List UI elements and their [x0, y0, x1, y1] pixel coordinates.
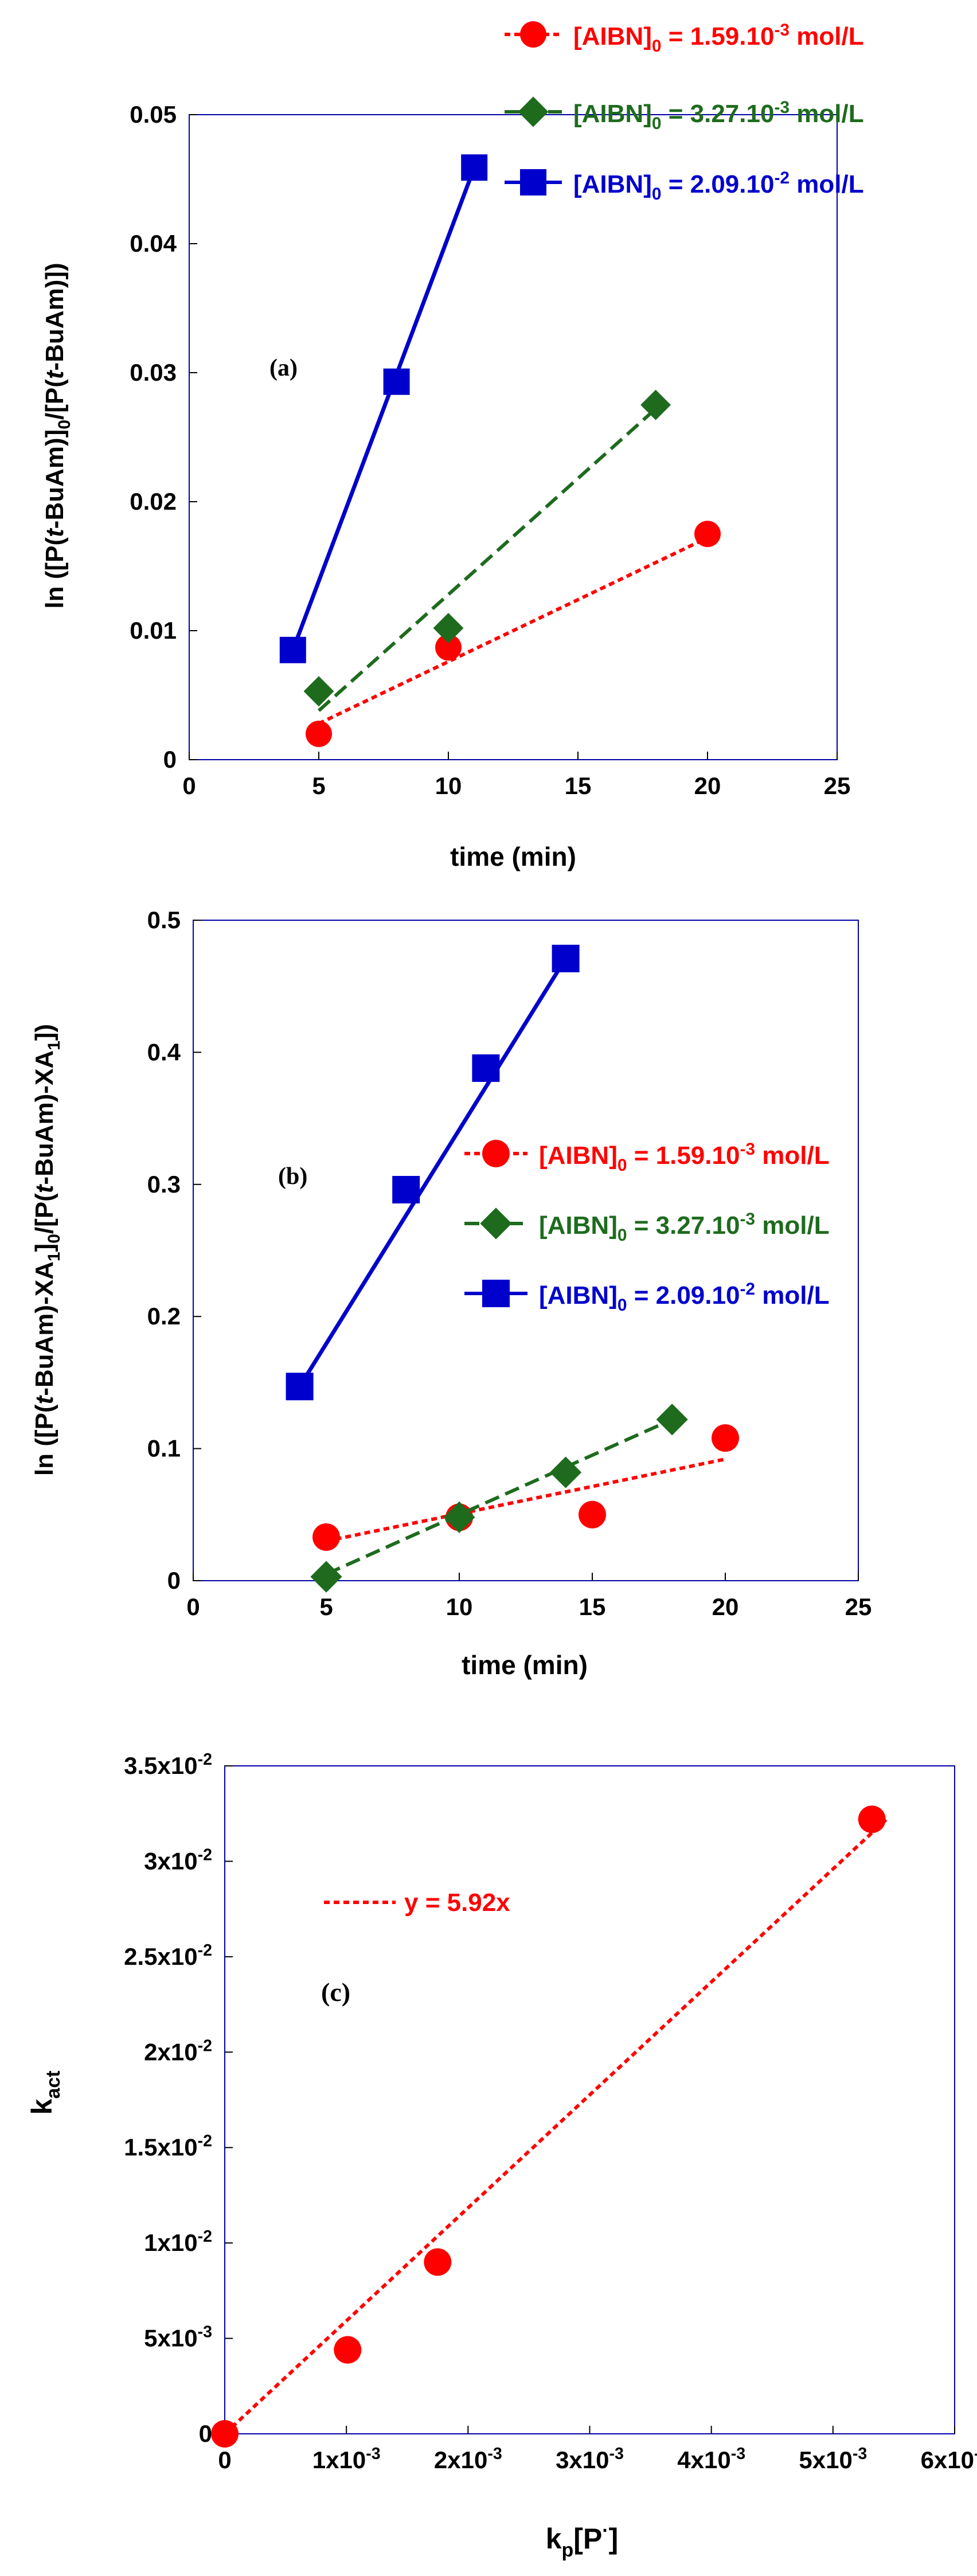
data-point-green-a	[433, 613, 464, 643]
y-tick-label-c: 1.5x10-2	[124, 2132, 212, 2161]
legend-label-blue-b: [AIBN]0 = 2.09.10-2 mol/L	[539, 1280, 830, 1315]
legend-marker-red-a	[520, 21, 546, 48]
data-point-red-b	[312, 1523, 340, 1551]
data-point-blue-b	[552, 944, 580, 972]
legend-marker-red-b	[482, 1140, 510, 1167]
panel-b: 0 5 10 15 20 25 0 0.1 0.2 0.3 0.4 0.5 (b) time (min…	[30, 906, 872, 1680]
x-axis-title-b: time (min)	[462, 1650, 588, 1680]
y-tick-label-c: 5x10-3	[144, 2323, 212, 2352]
y-tick-label-c: 3x10-2	[144, 1846, 212, 1874]
legend-marker-blue-a	[520, 169, 546, 196]
x-axis-title-c: kp[P·]	[546, 2520, 619, 2561]
fit-line-blue-b	[298, 957, 568, 1388]
x-tick-label-a: 5	[312, 772, 325, 799]
y-tick-label-c: 2x10-2	[144, 2036, 212, 2065]
fit-line-red-b	[326, 1457, 726, 1543]
y-tick-label-a: 0.04	[130, 230, 177, 257]
x-tick-label-b: 10	[446, 1593, 473, 1620]
data-point-green-a	[640, 389, 671, 420]
x-tick-label-c: 5x10-3	[799, 2445, 867, 2473]
data-point-red-a	[435, 634, 462, 661]
legend-label-green-b: [AIBN]0 = 3.27.10-3 mol/L	[539, 1210, 830, 1245]
data-point-red-c	[858, 1805, 886, 1834]
data-point-green-b	[550, 1456, 582, 1488]
data-point-red-a	[694, 521, 721, 548]
panel-a: 0 5 10 15 20 25 0 0.01 0.02 0.03 0.04 0.05 (a) time…	[41, 21, 864, 871]
fit-line-green-a	[317, 407, 657, 712]
fit-line-green-b	[325, 1418, 673, 1576]
x-tick-label-b: 0	[186, 1593, 200, 1620]
legend-marker-blue-b	[482, 1280, 510, 1307]
fit-line-blue-a	[291, 167, 476, 651]
x-tick-label-c: 2x10-3	[434, 2445, 502, 2473]
legend-label-red-c: y = 5.92x	[404, 1889, 510, 1917]
data-point-blue-a	[279, 636, 306, 663]
y-tick-label-b: 0.1	[147, 1435, 181, 1462]
panel-c: 0 1x10-3 2x10-3 3x10-3 4x10-3 5x10-3 6x10-3 0 5x…	[26, 1750, 977, 2561]
y-tick-label-b: 0.3	[147, 1171, 181, 1198]
data-point-blue-b	[286, 1373, 314, 1401]
y-tick-label-c: 2.5x10-2	[124, 1941, 212, 1970]
data-point-red-b	[712, 1424, 739, 1452]
fit-line-red-a	[318, 536, 709, 725]
y-tick-label-c: 1x10-2	[144, 2227, 212, 2256]
y-tick-label-b: 0	[167, 1567, 181, 1594]
plot-frame-a	[189, 114, 838, 760]
x-tick-label-a: 25	[824, 772, 851, 799]
x-tick-label-c: 3x10-3	[556, 2445, 624, 2473]
x-tick-label-a: 15	[565, 772, 592, 799]
x-tick-label-a: 10	[435, 772, 462, 799]
data-point-blue-a	[461, 154, 488, 181]
legend-label-green-a: [AIBN]0 = 3.27.10-3 mol/L	[573, 98, 864, 133]
y-axis-title-c: kact	[26, 2071, 64, 2115]
data-point-green-a	[303, 676, 334, 707]
x-tick-label-a: 0	[182, 772, 196, 799]
fit-line-red-c	[223, 1817, 889, 2436]
x-tick-label-c: 0	[218, 2446, 231, 2473]
data-point-blue-a	[383, 368, 410, 395]
x-tick-label-b: 5	[319, 1593, 333, 1620]
data-point-blue-b	[472, 1054, 500, 1082]
y-tick-label-b: 0.5	[147, 906, 181, 933]
y-tick-label-c: 3.5x10-2	[124, 1750, 212, 1779]
data-point-blue-b	[392, 1176, 420, 1204]
y-axis-title-b: ln ([P(t-BuAm)-XA1]0/[P(t-BuAm)-XA1])	[30, 1024, 64, 1476]
data-point-red-c	[211, 2420, 239, 2448]
x-axis-title-a: time (min)	[450, 842, 576, 871]
x-tick-label-b: 15	[579, 1593, 606, 1620]
x-tick-label-c: 6x10-3	[921, 2445, 977, 2473]
x-tick-label-c: 1x10-3	[312, 2445, 381, 2473]
y-tick-label-a: 0.05	[130, 101, 177, 128]
legend-marker-green-b	[480, 1207, 512, 1240]
data-point-green-b	[443, 1501, 475, 1534]
y-tick-label-b: 0.2	[147, 1303, 181, 1330]
y-tick-label-a: 0.01	[130, 617, 177, 644]
data-point-red-a	[306, 721, 332, 747]
legend-label-red-b: [AIBN]0 = 1.59.10-3 mol/L	[539, 1140, 830, 1175]
y-axis-title-a: ln ([P(t-BuAm)]0/[P(t-BuAm)])	[41, 263, 74, 608]
x-tick-label-c: 4x10-3	[677, 2445, 745, 2473]
y-tick-label-c: 0	[199, 2420, 212, 2447]
x-tick-label-b: 25	[845, 1593, 872, 1620]
x-tick-label-b: 20	[712, 1593, 739, 1620]
panel-label-a: (a)	[269, 355, 298, 381]
data-point-green-b	[656, 1404, 688, 1436]
y-tick-label-a: 0.03	[130, 359, 177, 386]
panel-label-c: (c)	[321, 1977, 350, 2007]
panel-label-b: (b)	[278, 1163, 307, 1190]
data-point-red-b	[579, 1500, 606, 1529]
y-tick-label-b: 0.4	[147, 1038, 181, 1065]
plot-frame-b	[193, 920, 859, 1581]
x-tick-label-a: 20	[694, 772, 721, 799]
y-tick-label-a: 0.02	[130, 488, 177, 515]
data-point-red-c	[424, 2248, 452, 2276]
data-point-red-c	[334, 2336, 362, 2364]
legend-label-blue-a: [AIBN]0 = 2.09.10-2 mol/L	[573, 169, 864, 204]
legend-marker-green-a	[518, 96, 549, 127]
y-tick-label-a: 0	[163, 746, 177, 773]
legend-label-red-a: [AIBN]0 = 1.59.10-3 mol/L	[573, 21, 864, 56]
data-point-green-b	[310, 1561, 342, 1593]
